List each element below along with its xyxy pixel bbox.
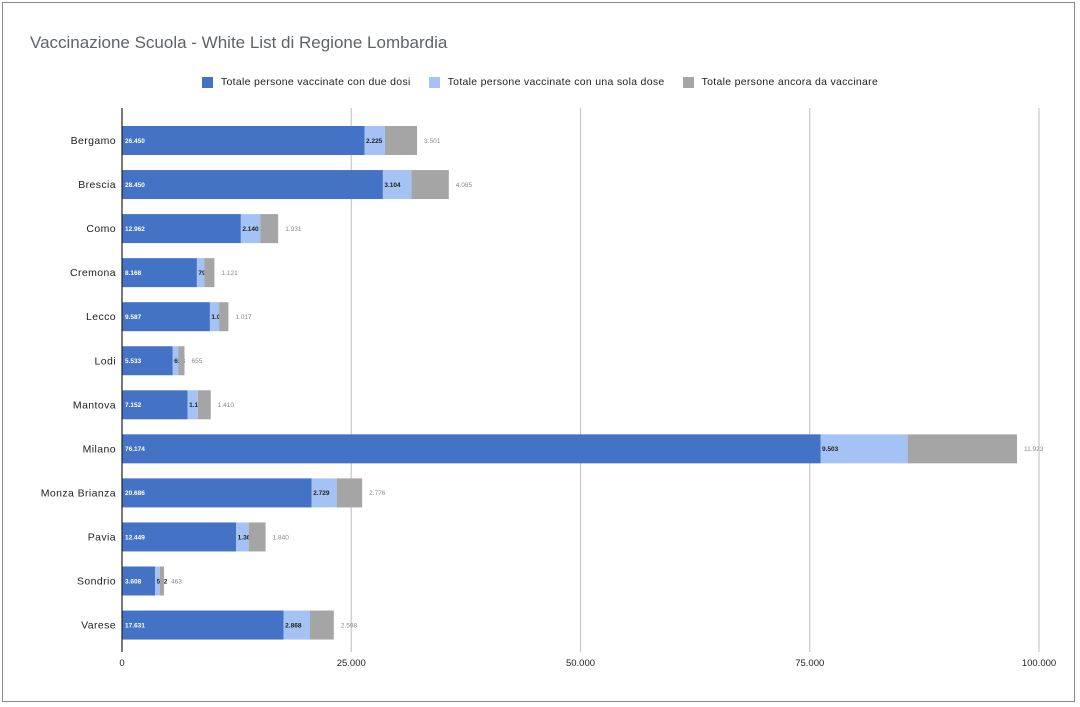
category-label: Monza Brianza: [41, 487, 116, 499]
bar-value-label: 3.104: [384, 182, 401, 189]
bar-value-label: 791: [198, 270, 209, 277]
bar-3: [159, 566, 165, 596]
bar-3: [204, 258, 215, 288]
bar-value-label: 3.501: [424, 138, 441, 145]
category-label: Lodi: [95, 355, 116, 367]
chart-legend: Totale persone vaccinate con due dosi Tot…: [0, 74, 1080, 90]
bar-value-label: 463: [171, 578, 182, 585]
bar-1: [122, 566, 156, 596]
bar-value-label: 1.410: [218, 402, 235, 409]
bar-3: [260, 214, 279, 244]
bar-1: [122, 478, 312, 508]
bar-2: [196, 258, 205, 288]
category-label: Varese: [81, 620, 116, 632]
bar-value-label: 12.962: [125, 226, 145, 233]
legend-swatch-3: [682, 76, 694, 88]
bar-value-label: 20.686: [125, 490, 145, 497]
bar-3: [384, 126, 418, 155]
bar-2: [820, 434, 908, 464]
bar-value-label: 9.503: [822, 446, 839, 453]
bar-2: [240, 214, 261, 244]
x-tick-label: 75.000: [795, 658, 824, 669]
legend-label-2: Totale persone vaccinate con una sola do…: [447, 76, 665, 88]
bar-2: [209, 302, 220, 332]
bar-3: [248, 522, 266, 552]
bar-2: [311, 478, 337, 508]
bar-1: [122, 346, 173, 376]
bar-3: [309, 610, 334, 640]
bar-value-label: 9.587: [125, 314, 142, 321]
x-tick-label: 0: [119, 658, 124, 669]
bar-value-label: 2.225: [366, 138, 383, 145]
category-label: Pavia: [88, 531, 116, 543]
bar-value-label: 1.121: [221, 270, 238, 277]
bar-2: [155, 566, 160, 596]
bar-value-label: 3.608: [125, 578, 142, 585]
bar-1: [122, 610, 284, 640]
bar-1: [122, 170, 383, 200]
bar-value-label: 1.114: [189, 402, 205, 409]
bar-value-label: 2.140: [242, 226, 259, 233]
bar-value-label: 1.367: [238, 534, 255, 541]
x-tick-label: 100.000: [1022, 658, 1056, 669]
bar-value-label: 2.776: [369, 490, 386, 497]
legend-swatch-1: [201, 76, 213, 88]
bar-2: [364, 126, 385, 155]
bar-value-label: 2.868: [285, 622, 302, 629]
bar-value-label: 7.152: [125, 402, 142, 409]
bar-value-label: 2.729: [313, 490, 330, 497]
bar-1: [122, 126, 365, 155]
category-label: Como: [86, 223, 116, 235]
bar-1: [122, 258, 197, 288]
bar-value-label: 8.168: [125, 270, 142, 277]
bar-3: [907, 434, 1017, 464]
bar-1: [122, 214, 241, 244]
bar-value-label: 5.533: [125, 358, 142, 365]
category-label: Bergamo: [71, 135, 116, 147]
category-label: Milano: [83, 443, 116, 455]
bar-value-label: 4.085: [456, 182, 473, 189]
legend-label-1: Totale persone vaccinate con due dosi: [220, 76, 411, 88]
bar-3: [197, 390, 211, 420]
category-label: Brescia: [78, 179, 116, 191]
bar-3: [219, 302, 229, 332]
category-label: Lecco: [86, 311, 116, 323]
bar-value-label: 17.631: [125, 622, 145, 629]
bar-1: [122, 522, 237, 552]
legend-item-3: Totale persone ancora da vaccinare: [682, 76, 879, 88]
bar-1: [122, 302, 210, 332]
bar-value-label: 1.840: [273, 534, 290, 541]
bar-1: [122, 434, 821, 464]
bar-2: [283, 610, 310, 640]
category-label: Cremona: [70, 267, 116, 279]
legend-label-3: Totale persone ancora da vaccinare: [701, 76, 879, 88]
bar-value-label: 12.449: [125, 534, 145, 541]
bar-2: [382, 170, 412, 200]
bar-value-label: 655: [192, 358, 203, 365]
bar-value-label: 26.450: [125, 138, 145, 145]
x-tick-label: 25.000: [337, 658, 366, 669]
category-label: Mantova: [73, 399, 116, 411]
bar-1: [122, 390, 188, 420]
bar-2: [187, 390, 198, 420]
category-label: Sondrio: [77, 576, 116, 588]
legend-swatch-2: [428, 76, 440, 88]
chart-title: Vaccinazione Scuola - White List di Regi…: [30, 33, 448, 52]
bar-3: [411, 170, 449, 200]
bar-value-label: 76.174: [125, 446, 145, 453]
bar-3: [336, 478, 363, 508]
legend-item-1: Totale persone vaccinate con due dosi: [201, 76, 411, 88]
bar-value-label: 1.931: [285, 226, 302, 233]
bar-value-label: 11.923: [1024, 446, 1044, 453]
bar-value-label: 28.450: [125, 182, 145, 189]
bar-value-label: 1.017: [235, 314, 252, 321]
legend-item-2: Totale persone vaccinate con una sola do…: [428, 76, 665, 88]
bar-3: [178, 346, 185, 376]
bar-value-label: 2.598: [341, 622, 358, 629]
bar-2: [172, 346, 179, 376]
bar-2: [236, 522, 249, 552]
x-tick-label: 50.000: [566, 658, 595, 669]
